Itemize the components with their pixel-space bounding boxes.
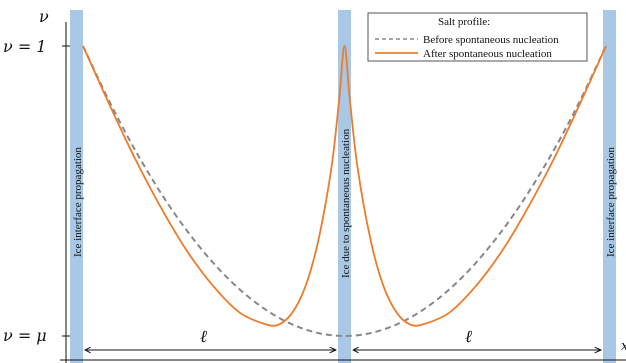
series-layer — [82, 45, 607, 338]
band-label-center: Ice due to spontaneous nucleation — [340, 128, 352, 278]
band-label-left: Ice interface propagation — [72, 147, 84, 257]
length-label-right: ℓ — [465, 327, 472, 347]
legend-label-after: After spontaneous nucleation — [423, 48, 552, 60]
y-axis-label: ν — [39, 7, 49, 26]
legend-label-before: Before spontaneous nucleation — [423, 34, 559, 46]
series-line-after — [82, 45, 607, 327]
band-label-right: Ice interface propagation — [605, 147, 617, 257]
legend: Salt profile: Before spontaneous nucleat… — [367, 12, 588, 62]
ice-band-left — [70, 10, 83, 363]
ice-band-right — [603, 10, 616, 363]
series-line-before — [82, 45, 607, 338]
y-tick-label-top: ν = 1 — [3, 37, 46, 56]
ice-bands — [70, 10, 616, 363]
y-tick-label-bottom: ν = μ — [3, 326, 47, 345]
legend-title: Salt profile: — [438, 16, 490, 28]
ice-band-center — [338, 10, 351, 363]
length-label-left: ℓ — [200, 327, 207, 347]
x-axis-label: x — [621, 339, 626, 354]
